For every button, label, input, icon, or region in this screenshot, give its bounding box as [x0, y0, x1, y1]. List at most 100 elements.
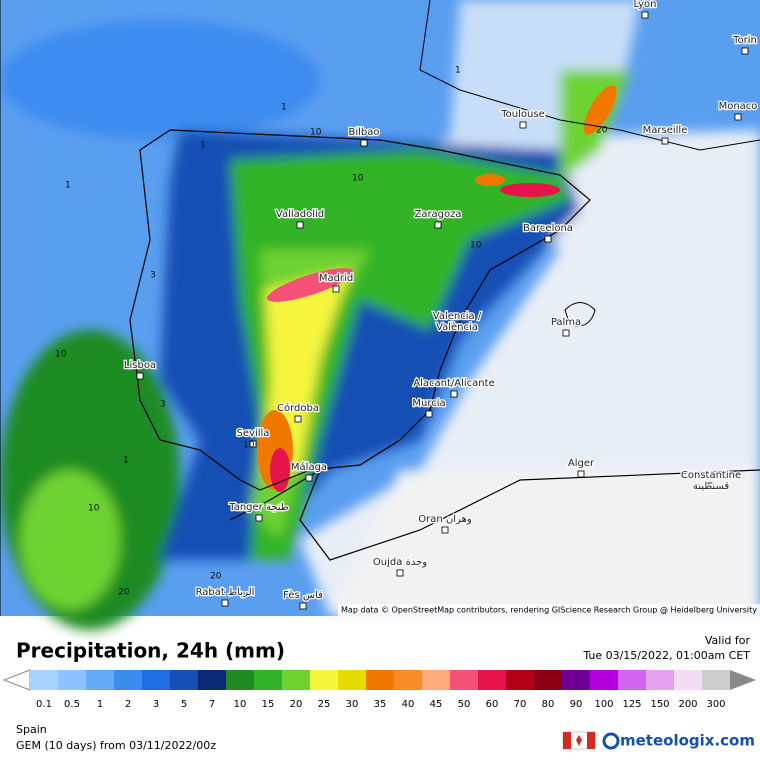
- brand: meteologix.com: [620, 732, 755, 750]
- legend-label: 60: [486, 699, 499, 710]
- legend-label: 35: [374, 699, 387, 710]
- city-marker: [441, 526, 449, 534]
- legend-label: 300: [706, 699, 725, 710]
- legend-swatch: [394, 670, 423, 690]
- city-label: Constantine قسنطينة: [681, 470, 741, 492]
- legend-arrow-right: [730, 670, 756, 690]
- legend-label: 3: [153, 699, 159, 710]
- city-label: Alacant/Alicante: [413, 378, 494, 389]
- legend-swatch: [58, 670, 87, 690]
- contour-label: 20: [210, 572, 222, 582]
- legend-label: 80: [542, 699, 555, 710]
- legend-swatch: [282, 670, 311, 690]
- map: [0, 0, 760, 630]
- legend-swatch: [590, 670, 619, 690]
- title: Precipitation, 24h (mm): [16, 639, 285, 663]
- city-label: Bilbao: [348, 127, 379, 138]
- city-label: Madrid: [319, 273, 353, 284]
- legend-label: 10: [234, 699, 247, 710]
- contour-label: 10: [352, 174, 364, 184]
- city-label: Alger: [568, 458, 595, 469]
- city-marker: [299, 602, 307, 610]
- city-marker: [255, 514, 263, 522]
- contour-label: 3: [160, 400, 166, 410]
- contour-label: 10: [243, 441, 255, 451]
- legend-label: 20: [290, 699, 303, 710]
- city-marker: [641, 11, 649, 19]
- city-label: Tanger طنجة: [228, 502, 289, 513]
- legend-swatch: [86, 670, 115, 690]
- legend-label: 30: [346, 699, 359, 710]
- legend-label: 15: [262, 699, 275, 710]
- contour-label: 1: [123, 456, 129, 466]
- legend-swatch: [646, 670, 675, 690]
- contour-label: 1: [65, 181, 71, 191]
- city-marker: [707, 482, 715, 490]
- city-marker: [296, 221, 304, 229]
- city-label: Marseille: [643, 125, 688, 136]
- city-marker: [294, 415, 302, 423]
- city-marker: [734, 113, 742, 121]
- contour-label: 10: [55, 350, 67, 360]
- contour-label: 3: [150, 271, 156, 281]
- city-marker: [136, 372, 144, 380]
- brand-logo: [602, 732, 620, 750]
- contour-label: 10: [470, 241, 482, 251]
- legend-label: 0.1: [36, 699, 52, 710]
- legend-swatch: [450, 670, 479, 690]
- city-label: Rabat الرباط: [196, 587, 255, 598]
- city-marker: [396, 569, 404, 577]
- legend-label: 100: [594, 699, 613, 710]
- city-marker: [519, 121, 527, 129]
- city-label: Córdoba: [277, 402, 319, 414]
- legend-swatch: [534, 670, 563, 690]
- legend-swatch: [142, 670, 171, 690]
- contour-label: 20: [118, 588, 130, 598]
- city-label: Valencia / València: [433, 311, 482, 333]
- legend-label: 2: [125, 699, 131, 710]
- city-label: Sevilla: [237, 428, 270, 439]
- legend-label: 150: [650, 699, 669, 710]
- legend: 0.1 0.5 1 2 3 5 7 10 15 20 25 30 35 40 45 50 60 70 80 90 100…: [2, 669, 756, 710]
- legend-label: 45: [430, 699, 443, 710]
- legend-label: 200: [678, 699, 697, 710]
- city-label: Fès فاس: [283, 589, 323, 601]
- city-marker: [562, 329, 570, 337]
- contour-label: 10: [88, 504, 100, 514]
- legend-label: 0.5: [64, 699, 80, 710]
- model: GEM (10 days) from 03/11/2022/00z: [16, 739, 216, 752]
- legend-label: 70: [514, 699, 527, 710]
- legend-swatch: [562, 670, 591, 690]
- city-marker: [332, 285, 340, 293]
- city-marker: [661, 137, 669, 145]
- legend-swatch: [338, 670, 367, 690]
- city-marker: [221, 599, 229, 607]
- region: Spain: [16, 723, 47, 736]
- legend-swatch: [618, 670, 647, 690]
- legend-label: 7: [209, 699, 215, 710]
- city-marker: [305, 474, 313, 482]
- legend-label: 1: [97, 699, 103, 710]
- city-label: Zaragoza: [414, 209, 461, 220]
- city-label: Valladolid: [276, 209, 324, 220]
- contour-label: 1: [281, 103, 287, 113]
- city-marker: [577, 470, 585, 478]
- legend-swatch: [310, 670, 339, 690]
- legend-swatch: [702, 670, 731, 690]
- city-label: Palma: [551, 317, 581, 328]
- city-marker: [741, 47, 749, 55]
- legend-swatch: [366, 670, 395, 690]
- legend-label: 50: [458, 699, 471, 710]
- legend-swatch: [478, 670, 507, 690]
- legend-swatch: [226, 670, 255, 690]
- contour-label: 1: [455, 66, 461, 76]
- city-label: Oran وهران: [418, 514, 472, 525]
- city-label: Torin: [732, 35, 757, 46]
- city-marker: [425, 410, 433, 418]
- city-marker: [544, 235, 552, 243]
- city-marker: [360, 139, 368, 147]
- attribution: Map data © OpenStreetMap contributors, r…: [341, 606, 757, 615]
- contour-label: 1: [200, 141, 206, 151]
